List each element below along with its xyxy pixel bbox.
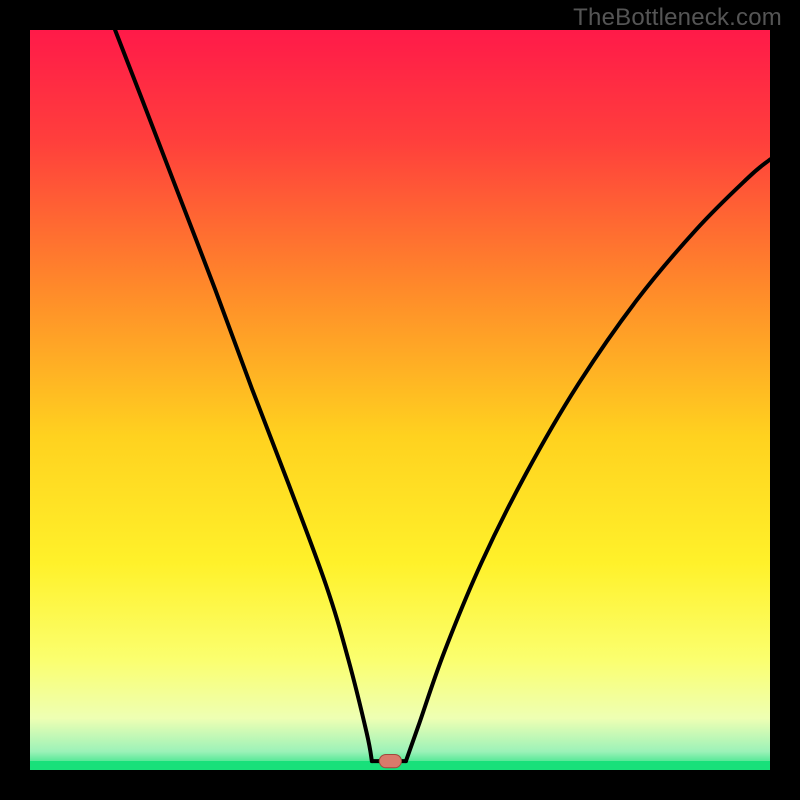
bottleneck-curve: [30, 30, 770, 770]
curve-left-branch: [115, 30, 372, 761]
optimum-marker: [379, 754, 401, 767]
chart-container: TheBottleneck.com: [0, 0, 800, 800]
watermark-text: TheBottleneck.com: [573, 4, 782, 32]
curve-right-branch: [406, 160, 770, 762]
plot-area: [30, 30, 770, 770]
